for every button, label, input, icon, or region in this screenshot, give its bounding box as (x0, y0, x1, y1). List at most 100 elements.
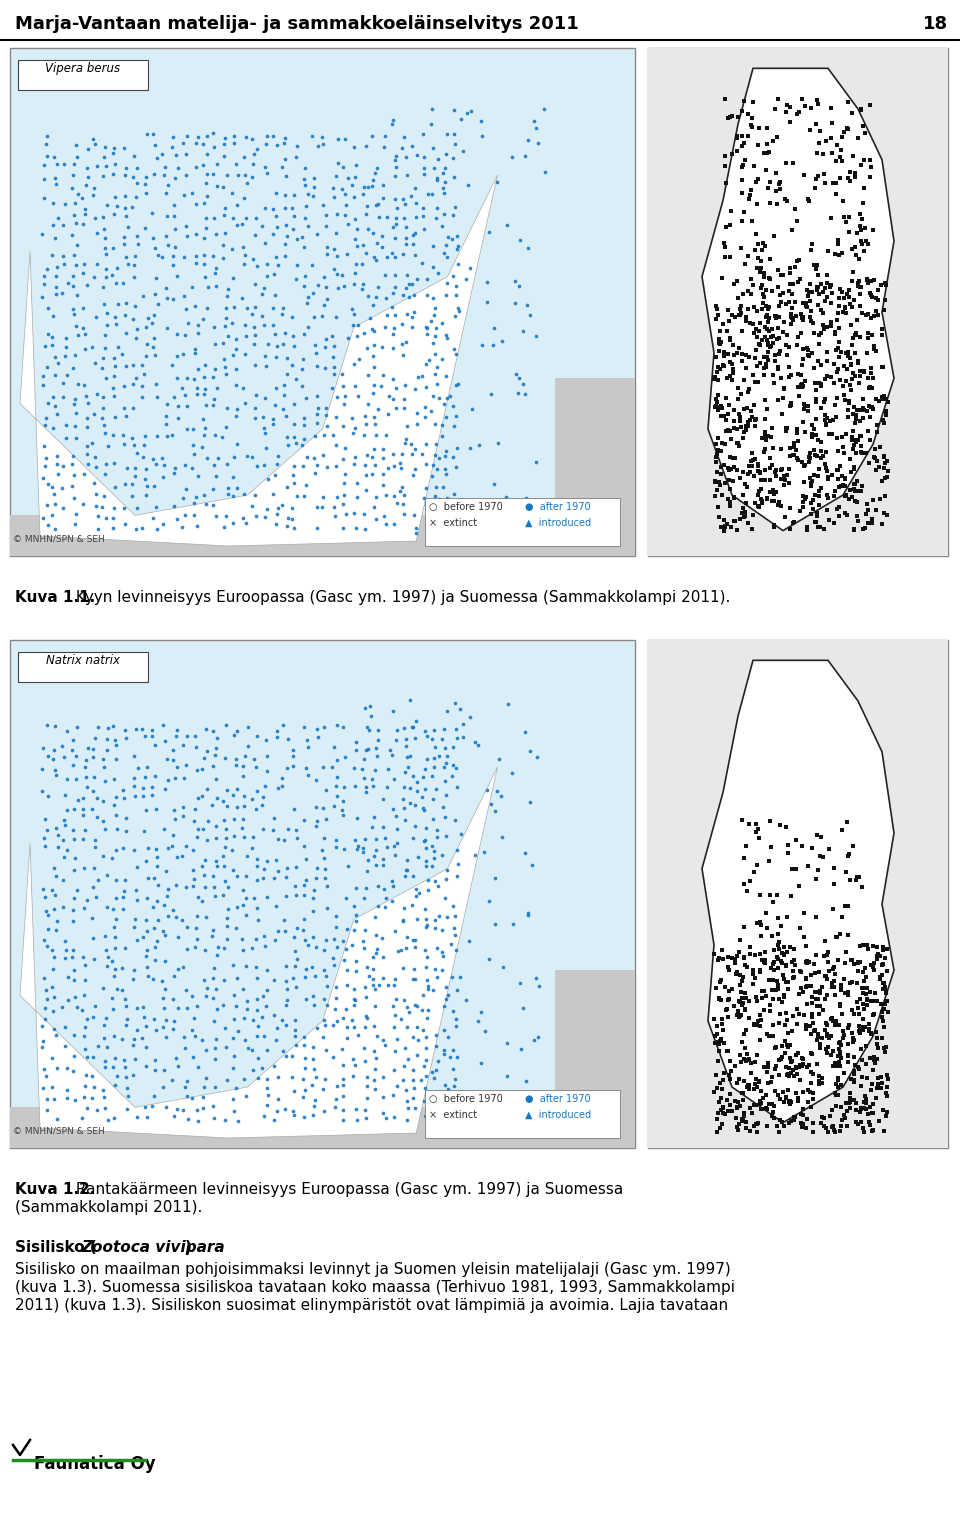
Point (99, 154, 114, 179)
Point (722, 245, 737, 269)
Point (855, 1117, 871, 1141)
Point (208, 463, 224, 487)
Point (772, 171, 787, 195)
Point (876, 997, 891, 1021)
Point (356, 233, 372, 257)
Point (790, 448, 805, 472)
Point (832, 993, 848, 1017)
Point (853, 218, 869, 242)
Point (794, 1111, 809, 1135)
Point (861, 510, 876, 534)
Point (780, 940, 795, 964)
Point (735, 427, 751, 451)
Point (360, 216, 375, 241)
Point (200, 778, 215, 802)
Point (865, 366, 880, 390)
Point (447, 304, 463, 328)
Point (118, 404, 133, 428)
Point (415, 365, 430, 389)
Point (780, 1021, 796, 1045)
Point (37, 413, 53, 437)
Point (116, 495, 132, 519)
Point (822, 275, 837, 300)
Point (305, 1035, 321, 1059)
Point (834, 280, 850, 304)
Point (734, 124, 750, 148)
Point (830, 458, 846, 483)
Point (94, 495, 109, 519)
Point (720, 455, 735, 480)
Point (339, 973, 354, 997)
Point (150, 888, 165, 912)
Point (119, 1097, 134, 1121)
Point (406, 283, 421, 307)
Point (836, 1103, 852, 1127)
Point (771, 304, 786, 328)
Point (49, 275, 64, 300)
Point (867, 1052, 882, 1076)
Point (772, 1064, 787, 1088)
Point (716, 354, 732, 378)
Point (852, 1100, 867, 1124)
Point (256, 416, 272, 440)
Point (118, 937, 133, 961)
Point (126, 165, 141, 189)
Point (824, 1024, 839, 1049)
Point (752, 1003, 767, 1027)
Point (396, 192, 412, 216)
Point (37, 333, 53, 357)
Point (196, 407, 211, 431)
Point (735, 496, 751, 520)
Point (446, 1104, 462, 1129)
Point (135, 445, 151, 469)
Text: Sisilisko (: Sisilisko ( (15, 1241, 97, 1254)
Point (841, 982, 856, 1006)
Point (786, 434, 802, 458)
Point (848, 365, 863, 389)
Point (854, 440, 870, 464)
Point (125, 484, 140, 508)
Point (358, 974, 373, 999)
Point (310, 272, 325, 297)
Point (845, 368, 860, 392)
Point (40, 784, 56, 808)
Point (425, 254, 441, 278)
Point (774, 1047, 789, 1071)
Point (514, 1036, 529, 1061)
Point (791, 982, 806, 1006)
Point (206, 386, 222, 410)
Point (740, 410, 756, 434)
Point (776, 967, 791, 991)
Point (863, 395, 878, 419)
Point (58, 1015, 73, 1039)
Point (795, 490, 810, 514)
Point (329, 784, 345, 808)
Point (378, 887, 394, 911)
Point (246, 142, 261, 166)
Point (228, 747, 244, 772)
Point (777, 935, 792, 959)
Point (764, 416, 780, 440)
Point (217, 315, 232, 339)
Point (447, 903, 463, 927)
Point (843, 378, 858, 402)
Point (820, 365, 835, 389)
Point (419, 853, 434, 878)
Point (187, 723, 203, 747)
Point (76, 492, 91, 516)
Point (772, 177, 787, 201)
Point (808, 257, 824, 281)
Point (325, 345, 341, 369)
Point (812, 980, 828, 1005)
Point (382, 738, 397, 763)
Point (742, 1118, 757, 1142)
Point (95, 356, 110, 380)
Point (826, 1009, 841, 1033)
Point (59, 325, 74, 350)
Point (866, 1058, 881, 1082)
Point (875, 386, 890, 410)
Point (429, 819, 444, 843)
Point (187, 294, 203, 318)
Point (297, 405, 312, 430)
Point (325, 735, 341, 760)
